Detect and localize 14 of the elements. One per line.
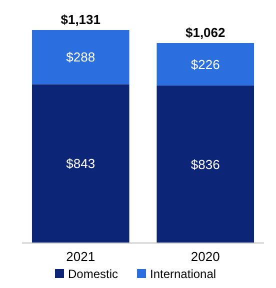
x-tick-label: 2020 <box>190 249 220 264</box>
data-label: $288 <box>66 50 96 65</box>
data-label: $226 <box>190 56 220 72</box>
legend-label: Domestic <box>68 267 118 281</box>
x-tick-label: 2021 <box>66 249 96 264</box>
total-label: $1,131 <box>60 12 101 27</box>
data-label: $836 <box>190 156 220 172</box>
total-label: $1,062 <box>185 24 226 40</box>
bar <box>156 42 254 86</box>
bar <box>156 86 254 243</box>
data-label: $843 <box>66 156 96 172</box>
bar <box>32 84 130 243</box>
legend-label: International <box>150 267 216 281</box>
bar <box>32 30 130 84</box>
